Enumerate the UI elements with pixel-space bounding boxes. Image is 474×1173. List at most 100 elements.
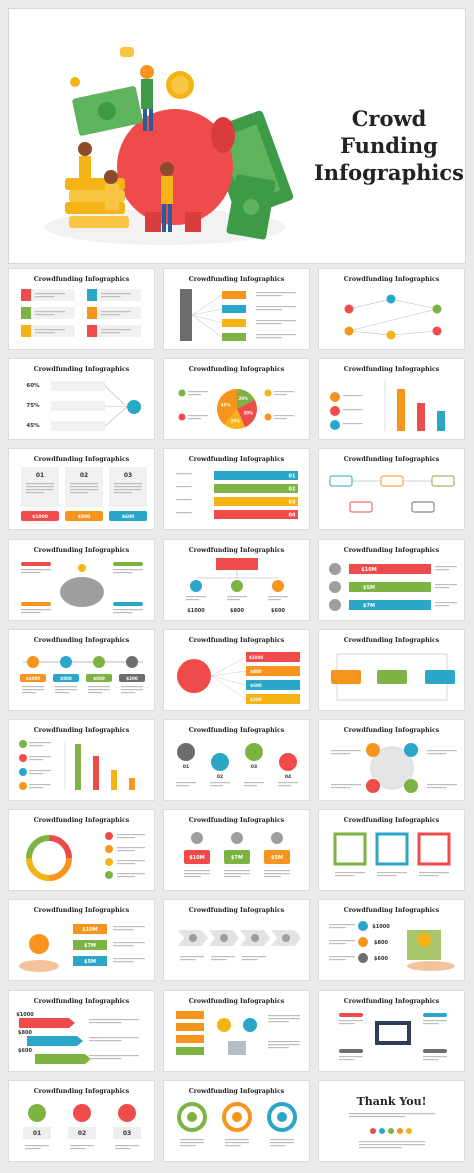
amount-bar xyxy=(73,924,107,935)
slide-thumbnail-2[interactable]: Crowdfunding Infographics xyxy=(8,268,155,350)
slide-thumbnail-24[interactable]: Crowdfunding Infographics xyxy=(163,899,310,982)
text-placeholder-line xyxy=(274,415,294,417)
slide-thumbnail-26[interactable]: Crowdfunding Infographics $1000 $800 $600 xyxy=(8,989,155,1072)
slide-thumbnail-20[interactable]: Crowdfunding Infographics xyxy=(8,809,155,892)
person-icon xyxy=(243,1017,257,1032)
slide-thumbnail-12[interactable]: Crowdfunding Infographics $1000 $800 $600 xyxy=(163,538,310,621)
slide-thumbnail-10[interactable]: Crowdfunding Infographics xyxy=(318,448,465,531)
text-placeholder-line xyxy=(29,772,44,775)
slide-thumbnail-17[interactable]: Crowdfunding Infographics xyxy=(8,718,155,801)
process-box xyxy=(425,669,455,684)
slide-thumbnail-13[interactable]: Crowdfunding Infographics $10M $5M $7M xyxy=(318,538,465,621)
thumb-label: 03 xyxy=(123,1130,131,1137)
thumb-label: 03 xyxy=(289,500,296,506)
slide-thumbnail-28[interactable]: Crowdfunding Infographics xyxy=(318,989,465,1072)
slide-thumbnail-7[interactable]: Crowdfunding Infographics xyxy=(318,358,465,441)
slide-thumbnail-25[interactable]: Crowdfunding Infographics $1000 $800 $600 xyxy=(318,899,465,982)
text-placeholder-line xyxy=(113,568,143,570)
text-placeholder-line xyxy=(268,1046,289,1048)
slide-thumbnail-4[interactable]: Crowdfunding Infographics xyxy=(318,268,465,350)
slide-thumbnail-21[interactable]: Crowdfunding Infographics $10M $7M $5M xyxy=(163,809,310,892)
slide-thumbnail-18[interactable]: Crowdfunding Infographics 01 02 03 04 xyxy=(163,718,310,801)
hub-row xyxy=(246,693,300,704)
slide-thumbnail-6[interactable]: Crowdfunding Infographics 20% 30% 20% 45% xyxy=(163,358,310,441)
text-placeholder-line xyxy=(270,1138,294,1140)
thumb-label: 01 xyxy=(289,474,296,480)
slide-thumbnail-8[interactable]: Crowdfunding Infographics 01 $1000 02 $800 03… xyxy=(8,448,155,531)
title-slide-thumbnail[interactable]: Crowd Funding Infographics xyxy=(8,8,466,264)
slide-thumbnail-27[interactable]: Crowdfunding Infographics xyxy=(163,989,310,1072)
slide-thumbnail-30[interactable]: Crowdfunding Infographics xyxy=(163,1079,310,1162)
flow-box xyxy=(349,501,373,513)
social-icon xyxy=(397,1127,403,1134)
amount-icon xyxy=(358,953,368,964)
text-placeholder-line xyxy=(113,942,145,944)
text-placeholder-line xyxy=(419,872,449,874)
icon-frame xyxy=(333,832,367,866)
slide-thumbnail-16[interactable]: Crowdfunding Infographics xyxy=(318,628,465,711)
thumb-label: $7M xyxy=(84,943,96,949)
text-placeholder-line xyxy=(256,323,282,325)
slide-thumbnail-23[interactable]: Crowdfunding Infographics $10M $7M $5M xyxy=(8,899,155,982)
legend-dot xyxy=(19,753,27,762)
slide-thumbnail-14[interactable]: Crowdfunding Infographics $1000 $800 $600 $2… xyxy=(8,628,155,711)
branch-icon xyxy=(231,579,243,592)
amount-pill xyxy=(86,673,112,682)
text-placeholder-line xyxy=(268,595,288,597)
step-circle xyxy=(279,752,297,771)
text-placeholder-line xyxy=(268,1040,300,1042)
text-placeholder-line xyxy=(270,1141,294,1143)
text-placeholder-line xyxy=(359,1143,425,1145)
person-icon xyxy=(217,1017,231,1032)
text-placeholder-line xyxy=(188,394,201,396)
slide-thumbnail-19[interactable]: Crowdfunding Infographics xyxy=(318,718,465,801)
text-placeholder-line xyxy=(274,394,287,396)
amount-tile xyxy=(224,850,250,865)
money-icon xyxy=(329,580,341,593)
thumb-label: 02 xyxy=(80,472,88,479)
lightbulb-icon xyxy=(417,933,431,948)
text-placeholder-line xyxy=(244,781,264,784)
piggy-bank-icon xyxy=(60,576,104,607)
text-placeholder-line xyxy=(89,1054,139,1056)
text-placeholder-line xyxy=(180,1144,196,1146)
text-placeholder-line xyxy=(35,296,55,298)
network-node xyxy=(386,330,396,340)
list-row xyxy=(87,325,141,337)
slide-thumbnail-15[interactable]: Crowdfunding Infographics $1000 $800 $600 $2… xyxy=(163,628,310,711)
pie-legend-icon xyxy=(264,413,272,421)
crowdfunding-illustration xyxy=(45,47,294,245)
amount-pill xyxy=(65,511,103,522)
pie-slice xyxy=(237,399,257,428)
step-circle xyxy=(211,752,229,771)
slide-title: Crowdfunding Infographics xyxy=(33,726,130,734)
text-placeholder-line xyxy=(89,1036,139,1038)
amount-bar xyxy=(73,940,107,951)
slide-thumbnail-11[interactable]: Crowdfunding Infographics xyxy=(8,538,155,621)
process-box xyxy=(377,669,407,684)
text-placeholder-line xyxy=(329,959,346,961)
slide-graphic: $1000 $800 $600 xyxy=(186,557,288,614)
text-placeholder-line xyxy=(184,873,210,875)
slide-thumbnail-5[interactable]: Crowdfunding Infographics 60% 75% 45% xyxy=(8,358,155,441)
thumb-label: 45% xyxy=(221,403,231,408)
slide-thumbnail-22[interactable]: Crowdfunding Infographics xyxy=(318,809,465,892)
slide-thumbnail-3[interactable]: Crowdfunding Infographics xyxy=(163,268,310,350)
list-color-tab xyxy=(21,307,31,319)
list-color-tab xyxy=(21,289,31,301)
medal-icon xyxy=(267,1101,297,1132)
thumb-label: $5M xyxy=(271,855,283,861)
slide-thumbnail-29[interactable]: Crowdfunding Infographics 01 02 03 xyxy=(8,1079,155,1162)
text-placeholder-line xyxy=(419,875,439,877)
text-placeholder-line xyxy=(423,1055,447,1057)
text-placeholder-line xyxy=(21,568,51,570)
text-placeholder-line xyxy=(29,741,51,744)
text-placeholder-line xyxy=(184,876,201,878)
text-placeholder-line xyxy=(359,1146,402,1148)
text-placeholder-line xyxy=(101,311,131,313)
text-placeholder-line xyxy=(113,571,133,573)
slide-thumbnail-31[interactable]: Thank You! xyxy=(318,1079,465,1162)
slide-thumbnail-9[interactable]: Crowdfunding Infographics 01 02 03 04 xyxy=(163,448,310,531)
thumb-label: $600 xyxy=(374,956,388,962)
step-icon xyxy=(282,934,290,943)
